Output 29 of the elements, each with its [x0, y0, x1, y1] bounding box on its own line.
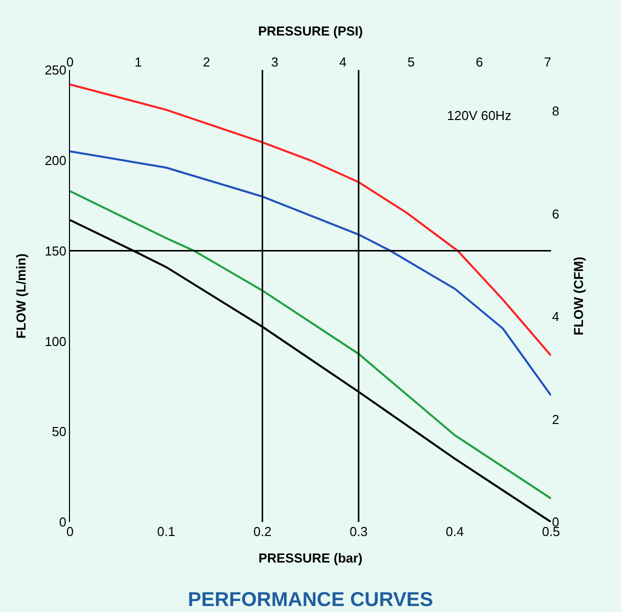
- y2-tick-label: 2: [552, 412, 560, 427]
- line-series: [70, 190, 551, 500]
- y2-tick-label: 6: [552, 206, 560, 222]
- x2-tick-label: 6: [476, 54, 483, 70]
- x2-tick-label: 4: [339, 54, 347, 70]
- y-tick-label: 150: [44, 243, 66, 258]
- y-tick-label: 100: [44, 334, 66, 349]
- x2-tick-label: 5: [408, 54, 415, 70]
- x2-tick-label: 7: [544, 54, 552, 70]
- y2-tick-label: 8: [552, 104, 560, 119]
- x-tick-label: 0.4: [446, 524, 464, 539]
- line-series: [70, 83, 551, 357]
- x-tick-label: 0.2: [253, 524, 272, 539]
- y-tick-label: 250: [44, 62, 66, 78]
- y-tick-label: 200: [44, 152, 66, 168]
- annotation: 120V 60Hz: [447, 108, 512, 123]
- y2-tick-label: 4: [552, 309, 560, 324]
- x-tick-label: 0.1: [157, 524, 176, 539]
- x2-axis-title: PRESSURE (PSI): [258, 23, 363, 38]
- x2-tick-label: 3: [271, 54, 278, 70]
- x2-tick-label: 2: [202, 54, 210, 70]
- x-tick-label: 0.3: [350, 524, 368, 539]
- y2-axis-title: FLOW (CFM): [570, 256, 586, 336]
- line-series: [70, 150, 551, 396]
- text: PERFORMANCE CURVES: [188, 588, 434, 611]
- y-tick-label: 50: [52, 424, 66, 440]
- y-axis-title: FLOW (L/min): [14, 253, 29, 339]
- x2-tick-label: 1: [134, 54, 142, 70]
- x-axis-title: PRESSURE (bar): [258, 550, 363, 566]
